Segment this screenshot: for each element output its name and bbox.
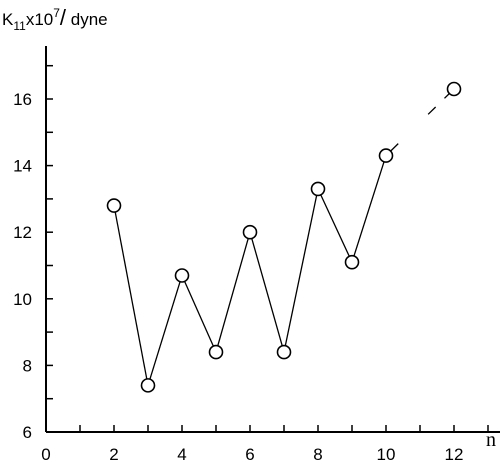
- series-segment: [181, 275, 217, 353]
- x-tick-label: 8: [313, 445, 322, 464]
- data-point: [276, 344, 292, 360]
- y-axis-label-sup: 7: [53, 6, 60, 20]
- x-axis-label: n: [486, 429, 496, 451]
- series-lines: [113, 92, 451, 386]
- data-point: [446, 81, 462, 97]
- series-segment: [317, 188, 353, 263]
- data-point: [140, 378, 156, 393]
- data-point: [208, 344, 224, 360]
- y-axis-label-sub: 11: [13, 19, 26, 33]
- y-axis-label-slash: /: [60, 5, 67, 30]
- broken-line-segment: [427, 106, 437, 115]
- x-tick-label: 6: [245, 445, 254, 464]
- data-point: [106, 198, 122, 213]
- y-tick-label: 8: [23, 356, 32, 375]
- series-segment: [147, 275, 183, 386]
- y-tick-label: 12: [13, 223, 32, 242]
- y-tick-label: 16: [13, 90, 32, 109]
- data-point: [344, 254, 360, 270]
- axes: [45, 46, 500, 433]
- x-tick-label: 10: [377, 445, 396, 464]
- tick-labels: 0 2 4 6 8 10 12 6 8 10 12 14 16: [13, 90, 463, 464]
- series-segment: [215, 232, 251, 353]
- y-axis-label-k: K: [2, 10, 14, 29]
- x-tick-label: 2: [109, 445, 118, 464]
- x-tick-label: 12: [445, 445, 464, 464]
- ticks: [46, 64, 489, 432]
- data-point: [174, 268, 190, 283]
- x-tick-label: 0: [41, 445, 50, 464]
- data-point: [242, 224, 258, 240]
- y-axis-label-x10: x10: [26, 10, 53, 29]
- y-tick-label: 10: [13, 290, 32, 309]
- y-tick-label: 14: [13, 157, 32, 176]
- series-segment: [351, 155, 387, 263]
- series-segment: [249, 232, 285, 353]
- y-tick-label: 6: [23, 423, 32, 442]
- series-segment: [113, 205, 149, 386]
- series-points: [106, 81, 462, 393]
- data-point: [310, 181, 326, 197]
- data-point: [378, 148, 394, 163]
- y-axis-label-unit: dyne: [66, 10, 108, 29]
- y-axis-label: K11x107/ dyne: [2, 5, 108, 33]
- broken-line-segment: [389, 143, 399, 153]
- series-segment: [283, 188, 319, 353]
- x-tick-label: 4: [177, 445, 186, 464]
